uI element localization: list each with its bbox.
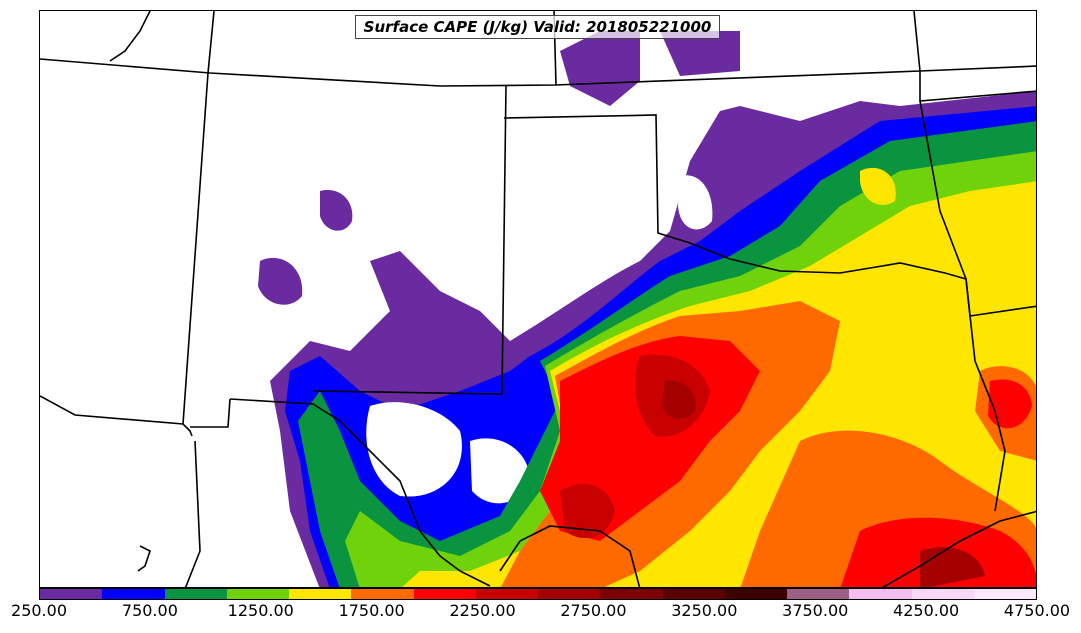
state-border (919, 100, 967, 280)
colorbar-tick-label: 250.00 (11, 601, 67, 620)
colorbar-segment (787, 589, 850, 599)
colorbar-segment (911, 589, 974, 599)
colorbar-segment (475, 589, 538, 599)
cape-map (39, 10, 1037, 588)
colorbar (39, 588, 1037, 600)
colorbar-segment (849, 589, 912, 599)
colorbar-tick-label: 3250.00 (671, 601, 738, 620)
state-border (913, 11, 1036, 102)
colorbar-segment (973, 589, 1036, 599)
state-border (182, 11, 215, 425)
colorbar-tick-label: 1750.00 (338, 601, 405, 620)
colorbar-segment (413, 589, 476, 599)
coastline (881, 510, 1036, 587)
political-boundaries (40, 11, 1036, 587)
colorbar-tick-label: 2250.00 (449, 601, 516, 620)
colorbar-tick-labels: 250.00 750.00 1250.00 1750.00 2250.00 2750.00… (0, 601, 1081, 625)
state-border (40, 395, 193, 437)
cape-field (258, 31, 1036, 587)
colorbar-segment (724, 589, 787, 599)
colorbar-segment (600, 589, 663, 599)
coastline (499, 525, 641, 587)
colorbar-segment (164, 589, 227, 599)
colorbar-segment (226, 589, 289, 599)
colorbar-segment (102, 589, 165, 599)
colorbar-tick-label: 2750.00 (560, 601, 627, 620)
state-border (229, 398, 491, 587)
map-title: Surface CAPE (J/kg) Valid: 201805221000 (355, 15, 720, 39)
colorbar-tick-label: 3750.00 (782, 601, 849, 620)
state-border (190, 398, 231, 428)
colorbar-segment (40, 589, 103, 599)
colorbar-segment (289, 589, 352, 599)
state-border (40, 58, 1036, 87)
colorbar-segment (538, 589, 601, 599)
colorbar-tick-label: 1250.00 (227, 601, 294, 620)
lake (137, 545, 151, 572)
colorbar-segment (662, 589, 725, 599)
colorbar-tick-label: 4750.00 (1003, 601, 1071, 620)
coastline (109, 11, 151, 62)
state-border (312, 84, 507, 395)
colorbar-segment (351, 589, 414, 599)
colorbar-tick-label: 750.00 (121, 601, 178, 620)
state-border (184, 440, 201, 587)
colorbar-tick-label: 4250.00 (893, 601, 960, 620)
state-border (965, 278, 1006, 512)
